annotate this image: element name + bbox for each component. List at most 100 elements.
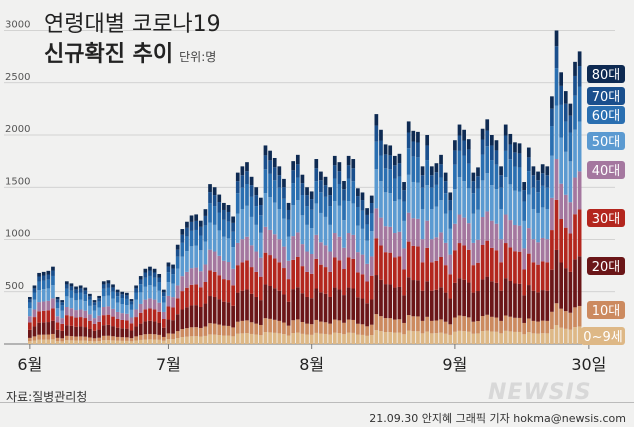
- bar-segment: [337, 162, 342, 172]
- bar-segment: [41, 334, 46, 340]
- bar-segment: [369, 203, 374, 214]
- bar-segment: [152, 272, 157, 278]
- credit-line: 21.09.30 안지혜 그래픽 기자 hokma@newsis.com: [369, 412, 626, 425]
- bar-segment: [60, 302, 65, 306]
- bar-segment: [439, 256, 443, 288]
- bar-segment: [480, 180, 485, 217]
- bar-segment: [522, 201, 527, 221]
- bar-segment: [540, 185, 545, 208]
- bar-segment: [101, 281, 106, 285]
- bar-segment: [161, 327, 166, 337]
- bar-segment: [420, 320, 425, 334]
- bar-segment: [485, 276, 490, 315]
- bar-segment: [152, 339, 157, 344]
- bar-segment: [531, 166, 536, 176]
- legend-label: 50대: [592, 135, 621, 150]
- bar-segment: [369, 335, 374, 344]
- bar-segment: [97, 321, 101, 330]
- bar-segment: [351, 332, 356, 344]
- bar-segment: [249, 176, 254, 186]
- bar-segment: [78, 292, 83, 300]
- bar-segment: [439, 332, 443, 344]
- bar-segment: [490, 316, 494, 332]
- bar-segment: [51, 333, 55, 340]
- bar-segment: [208, 203, 212, 223]
- bar-segment: [568, 132, 573, 162]
- bar-segment: [263, 226, 268, 253]
- bar-segment: [573, 259, 577, 308]
- bar-segment: [392, 233, 397, 258]
- bar-segment: [185, 221, 189, 228]
- bar-segment: [545, 320, 550, 334]
- bar-segment: [494, 189, 499, 224]
- bar-segment: [32, 299, 37, 310]
- bar-segment: [360, 298, 365, 325]
- bar-segment: [282, 322, 286, 335]
- legend-swatch: [587, 132, 625, 150]
- bar-segment: [342, 200, 346, 221]
- bar-segment: [563, 151, 568, 195]
- bar-segment: [240, 187, 245, 209]
- bar-segment: [46, 288, 51, 301]
- bar-segment: [425, 220, 430, 248]
- bar-segment: [563, 268, 568, 312]
- bar-segment: [111, 336, 115, 341]
- bar-segment: [83, 318, 88, 328]
- bar-segment: [397, 319, 402, 333]
- bar-segment: [577, 66, 582, 87]
- bar-segment: [369, 275, 374, 300]
- bar-segment: [374, 114, 379, 126]
- bar-segment: [531, 175, 536, 188]
- bar-segment: [485, 330, 490, 344]
- bar-segment: [286, 202, 291, 210]
- bar-segment: [74, 300, 78, 311]
- bar-segment: [277, 239, 282, 263]
- bar-segment: [222, 219, 226, 237]
- bar-segment: [51, 285, 55, 299]
- bar-segment: [346, 332, 351, 344]
- bar-segment: [550, 269, 554, 312]
- bar-segment: [152, 309, 157, 322]
- bar-segment: [148, 339, 152, 344]
- bar-segment: [342, 247, 346, 270]
- bar-segment: [480, 331, 485, 344]
- bar-segment: [420, 262, 425, 291]
- bar-segment: [51, 298, 55, 309]
- bar-segment: [106, 335, 111, 341]
- x-tick-label: 9월: [442, 355, 467, 374]
- bar-segment: [295, 164, 300, 178]
- source-note: 자료:질병관리청: [6, 390, 88, 404]
- bar-segment: [282, 198, 286, 219]
- bar-segment: [217, 299, 222, 325]
- bar-segment: [319, 264, 323, 293]
- bar-segment: [134, 340, 138, 344]
- bar-segment: [388, 226, 393, 253]
- bar-segment: [374, 125, 379, 142]
- bar-segment: [388, 284, 393, 319]
- bar-segment: [69, 340, 74, 344]
- bar-segment: [490, 281, 494, 317]
- bar-segment: [471, 321, 476, 334]
- bar-segment: [416, 316, 420, 332]
- bar-segment: [143, 272, 148, 278]
- bar-segment: [365, 208, 369, 215]
- bar-segment: [420, 187, 425, 209]
- bar-segment: [508, 133, 513, 145]
- unit-label: 단위:명: [179, 50, 217, 64]
- bar-segment: [508, 144, 513, 160]
- bar-segment: [143, 321, 148, 335]
- bar-segment: [101, 284, 106, 289]
- bar-segment: [411, 181, 416, 219]
- bar-segment: [365, 303, 369, 327]
- x-tick-label: 6월: [17, 355, 42, 374]
- bar-segment: [392, 155, 397, 166]
- bar-segment: [115, 296, 120, 303]
- bar-segment: [309, 199, 314, 210]
- bar-segment: [161, 289, 166, 293]
- bar-segment: [32, 326, 37, 337]
- bar-segment: [254, 206, 259, 225]
- bar-segment: [129, 309, 134, 318]
- bar-segment: [323, 267, 328, 294]
- bar-segment: [249, 333, 254, 344]
- bar-segment: [194, 284, 199, 306]
